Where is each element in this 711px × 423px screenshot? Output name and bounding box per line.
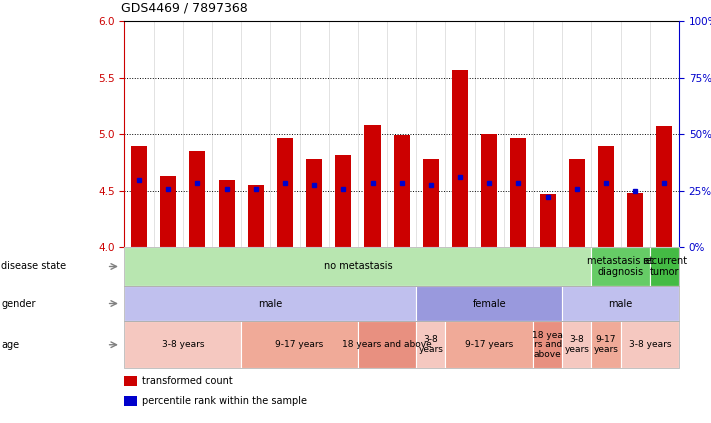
Text: metastasis at
diagnosis: metastasis at diagnosis [587,256,654,277]
Bar [365,125,380,247]
Text: recurrent
tumor: recurrent tumor [642,256,687,277]
Bar [277,138,293,247]
Text: 9-17
years: 9-17 years [594,335,619,354]
Text: percentile rank within the sample: percentile rank within the sample [142,396,307,406]
Text: GDS4469 / 7897368: GDS4469 / 7897368 [121,2,247,15]
Bar [481,135,497,247]
Bar [306,159,322,247]
Bar [452,70,468,247]
Bar [656,126,673,247]
Bar [540,194,556,247]
Bar [627,193,643,247]
Text: 9-17 years: 9-17 years [275,340,324,349]
Text: transformed count: transformed count [142,376,233,386]
Text: male: male [609,299,633,308]
Text: 3-8
years: 3-8 years [419,335,444,354]
Text: 9-17 years: 9-17 years [465,340,513,349]
Text: 3-8
years: 3-8 years [565,335,589,354]
Text: age: age [1,340,19,350]
Text: 18 years and above: 18 years and above [342,340,432,349]
Text: disease state: disease state [1,261,67,272]
Text: 18 yea
rs and
above: 18 yea rs and above [533,330,563,359]
Bar [336,155,351,247]
Bar [598,146,614,247]
Bar [569,159,585,247]
Bar [394,135,410,247]
Text: gender: gender [1,299,36,308]
Bar [510,138,526,247]
Text: male: male [258,299,282,308]
Bar [218,180,235,247]
Bar [160,176,176,247]
Bar [423,159,439,247]
Text: female: female [473,299,506,308]
Bar [247,185,264,247]
Bar [131,146,147,247]
Text: 3-8 years: 3-8 years [161,340,204,349]
Text: 3-8 years: 3-8 years [629,340,671,349]
Bar [189,151,205,247]
Text: no metastasis: no metastasis [324,261,392,272]
